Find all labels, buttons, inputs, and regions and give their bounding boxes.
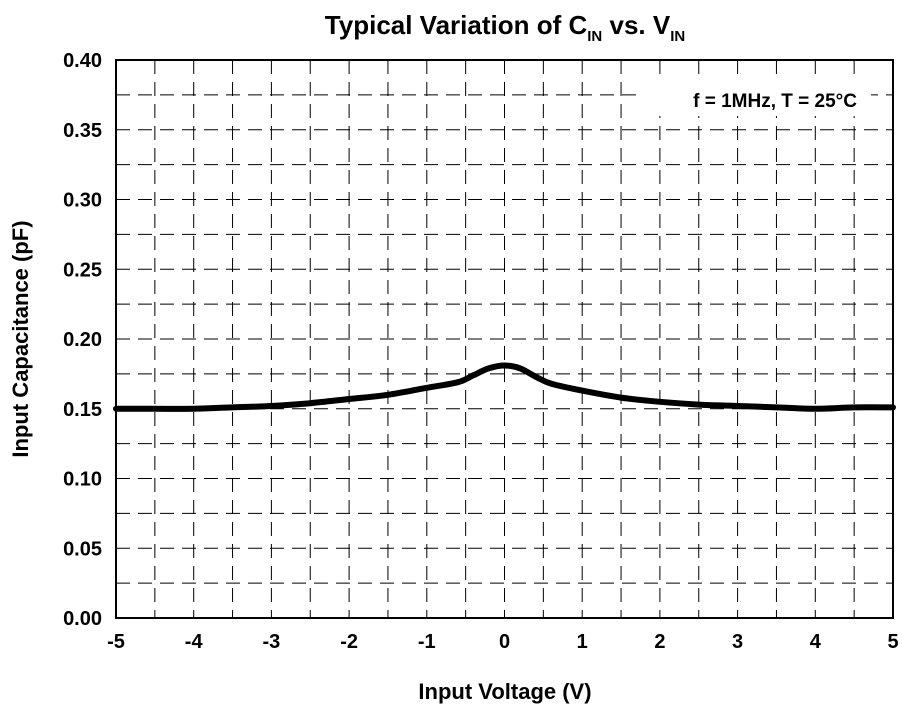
x-tick-label: -4: [185, 631, 204, 653]
x-tick-label: 3: [732, 631, 743, 653]
series-layer: [113, 362, 896, 412]
x-tick-label: 0: [499, 631, 510, 653]
y-tick-label: 0.40: [63, 50, 102, 72]
x-tick-label: -3: [263, 631, 281, 653]
chart-title: Typical Variation of CIN vs. VIN: [325, 10, 685, 45]
annotation-text: f = 1MHz, T = 25°C: [693, 91, 857, 112]
x-tick-label: 4: [810, 631, 822, 653]
x-axis-label: Input Voltage (V): [418, 679, 591, 704]
x-tick-label: 2: [654, 631, 665, 653]
chart-title-prefix: Typical Variation of C: [325, 10, 588, 40]
y-axis-label: Input Capacitance (pF): [8, 220, 33, 457]
y-tick-label: 0.15: [63, 399, 102, 421]
x-tick-label: 1: [577, 631, 588, 653]
grid: [116, 60, 893, 618]
annotation-box: [643, 82, 871, 116]
chart-title-middle: vs. V: [602, 10, 671, 40]
plot-frame: [115, 59, 894, 619]
y-tick-label: 0.00: [63, 608, 102, 630]
y-tick-label: 0.25: [63, 259, 102, 281]
x-tick-label: -5: [107, 631, 125, 653]
y-tick-label: 0.20: [63, 329, 102, 351]
y-tick-label: 0.10: [63, 469, 102, 491]
y-tick-label: 0.30: [63, 190, 102, 212]
series-line: [113, 362, 896, 412]
chart-title-sub2: IN: [670, 28, 685, 45]
x-tick-label: -1: [418, 631, 436, 653]
tick-labels: -5 -4 -3 -2 -1 0 1 2 3 4 5 0.00 0.05 0.10 0.15 0.20 0.25…: [63, 50, 899, 653]
chart-title-sub1: IN: [587, 28, 602, 45]
x-tick-label: -2: [340, 631, 358, 653]
x-tick-label: 5: [887, 631, 898, 653]
y-tick-label: 0.35: [63, 120, 102, 142]
y-tick-label: 0.05: [63, 538, 102, 560]
